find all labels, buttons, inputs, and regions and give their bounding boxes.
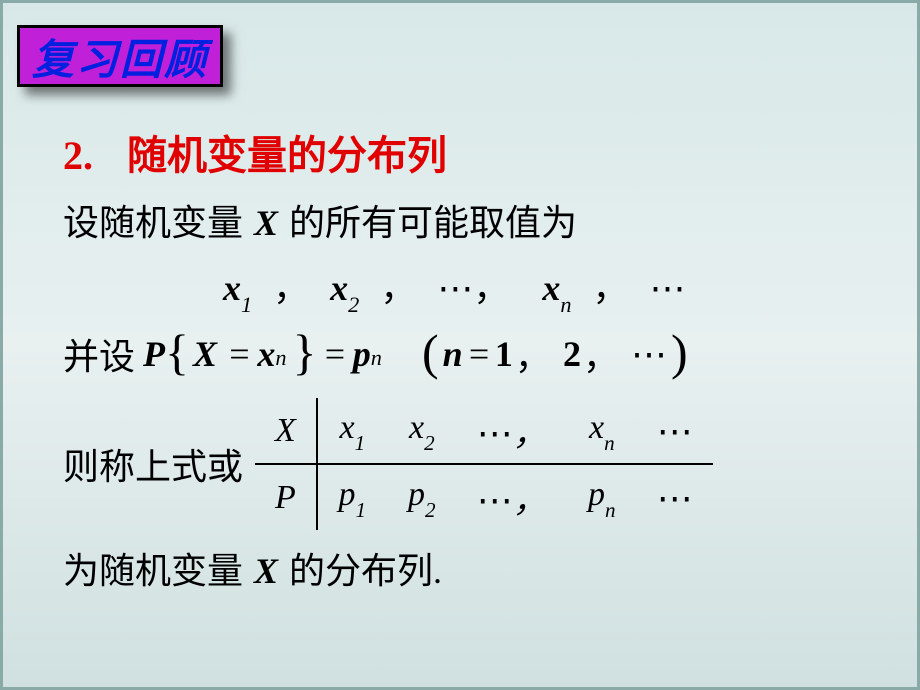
seq-c4: ， bbox=[593, 268, 629, 308]
closing-prefix: 为随机变量 bbox=[63, 551, 243, 591]
p-ell: ⋯ bbox=[631, 333, 667, 375]
seq-x2-sub: 2 bbox=[348, 292, 359, 317]
review-badge: 复习回顾 bbox=[17, 25, 223, 87]
var-X: X bbox=[254, 203, 278, 243]
slide-content: 2. 随机变量的分布列 设随机变量 X 的所有可能取值为 x1 ， x2 ， ⋯… bbox=[63, 123, 873, 594]
review-badge-text: 复习回顾 bbox=[32, 26, 208, 87]
closing-line: 为随机变量 X 的分布列. bbox=[63, 542, 873, 594]
seq-x2-x: x bbox=[330, 268, 348, 308]
p-c1: ， bbox=[515, 328, 551, 380]
heading-number: 2. bbox=[63, 133, 93, 178]
distribution-table: X x1 x2 ⋯， xn ⋯ P p1 p2 ⋯， pn ⋯ bbox=[255, 398, 713, 530]
p-xn-sub: n bbox=[275, 345, 286, 371]
p-P: P bbox=[143, 333, 165, 375]
seq-xn-sub: n bbox=[560, 292, 571, 317]
section-heading: 2. 随机变量的分布列 bbox=[63, 123, 873, 181]
p-X: X bbox=[193, 333, 217, 375]
p-two: 2 bbox=[563, 333, 581, 375]
seq-c1: ， bbox=[273, 268, 309, 308]
seq-x1-x: x bbox=[223, 268, 241, 308]
closing-X: X bbox=[254, 551, 278, 591]
seq-ell1: ⋯ bbox=[437, 268, 473, 308]
distribution-table-row: 则称上式或 X x1 x2 ⋯， xn ⋯ P p1 p2 ⋯， pn ⋯ bbox=[63, 398, 873, 530]
tbl-hdr-P: P bbox=[255, 464, 317, 530]
p-one: 1 bbox=[495, 333, 513, 375]
p-c2: ， bbox=[583, 328, 619, 380]
closing-suffix: 的分布列. bbox=[289, 551, 442, 591]
heading-title: 随机变量的分布列 bbox=[127, 133, 447, 178]
p-eq2: = bbox=[322, 333, 346, 375]
intro-prefix: 设随机变量 bbox=[63, 203, 243, 243]
value-sequence: x1 ， x2 ， ⋯， xn ， ⋯ bbox=[63, 259, 873, 314]
table-lead: 则称上式或 bbox=[63, 438, 243, 490]
tbl-ell1: ⋯， bbox=[457, 398, 567, 464]
seq-x1-sub: 1 bbox=[241, 292, 252, 317]
seq-c3: ， bbox=[473, 268, 509, 308]
tbl-ell4: ⋯ bbox=[637, 464, 713, 530]
tbl-pn: pn bbox=[567, 464, 637, 530]
p-pn-sub: n bbox=[371, 345, 382, 371]
tbl-p1: p1 bbox=[317, 464, 387, 530]
tbl-hdr-X: X bbox=[255, 398, 317, 464]
intro-line: 设随机变量 X 的所有可能取值为 bbox=[63, 197, 873, 249]
tbl-p2: p2 bbox=[387, 464, 457, 530]
tbl-x2: x2 bbox=[387, 398, 457, 464]
tbl-x1: x1 bbox=[317, 398, 387, 464]
tbl-xn: xn bbox=[567, 398, 637, 464]
p-eq1: = bbox=[227, 333, 251, 375]
tbl-ell2: ⋯ bbox=[637, 398, 713, 464]
p-eq3: = bbox=[467, 333, 491, 375]
p-n: n bbox=[443, 333, 463, 375]
p-prefix: 并设 bbox=[63, 328, 135, 380]
tbl-ell3: ⋯， bbox=[457, 464, 567, 530]
seq-ell2: ⋯ bbox=[650, 268, 686, 308]
intro-suffix: 的所有可能取值为 bbox=[289, 203, 577, 243]
seq-c2: ， bbox=[380, 268, 416, 308]
probability-definition: 并设 P { X = xn } = pn ( n = 1 ， 2 ， ⋯ ) bbox=[63, 328, 873, 380]
seq-xn-x: x bbox=[542, 268, 560, 308]
p-x: x bbox=[257, 333, 275, 375]
p-p: p bbox=[353, 333, 371, 375]
